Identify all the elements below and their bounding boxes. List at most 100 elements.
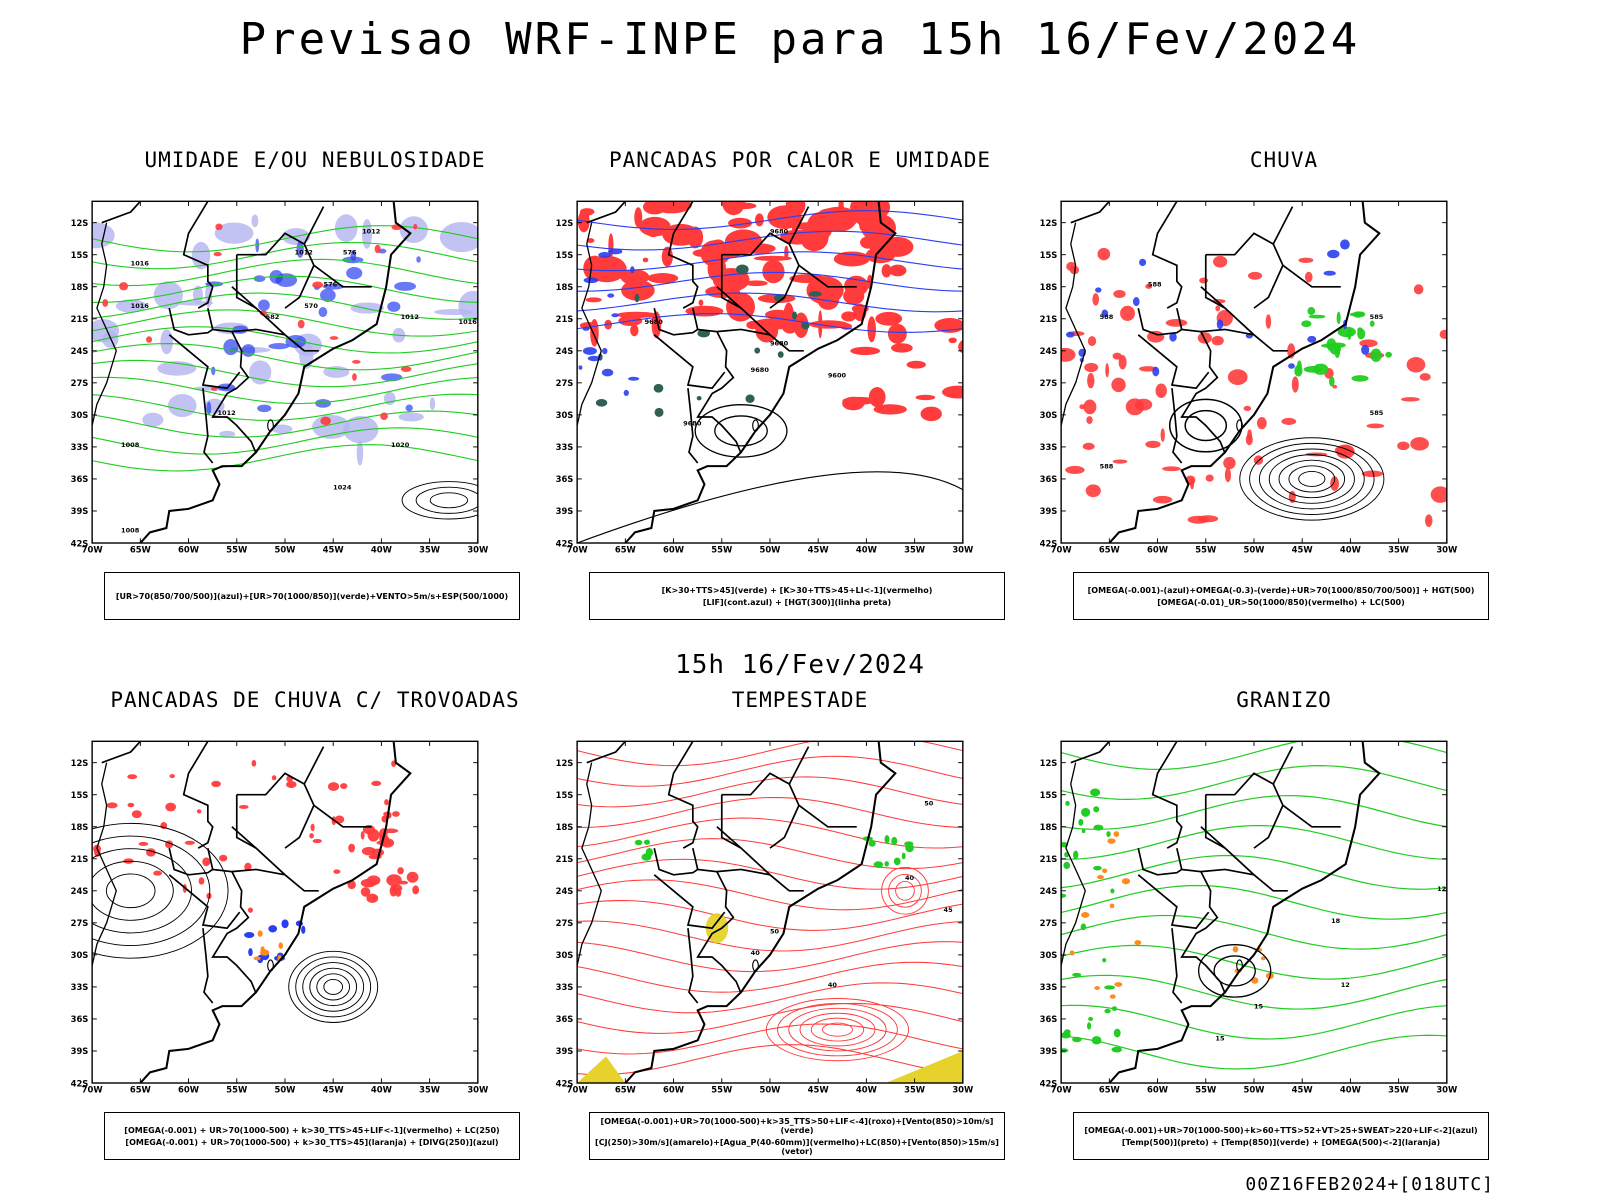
lon-tick-label: 65W xyxy=(1099,544,1121,554)
panel-title: CHUVA xyxy=(1249,148,1319,172)
panel-legend: [K>30+TTS>45](verde) + [K>30+TTS>45+LI<-… xyxy=(589,572,1005,620)
lat-tick-label: 33S xyxy=(1040,442,1058,452)
contour-label: 564 xyxy=(478,526,490,534)
lon-tick-label: 40W xyxy=(856,544,878,554)
lat-tick-label: 18S xyxy=(1040,822,1058,832)
contour-label: 588 xyxy=(1100,462,1114,470)
lat-tick-label: 12S xyxy=(1040,758,1058,768)
contour-label: 9600 xyxy=(828,371,847,379)
panel-legend: [OMEGA(-0.001)+UR>70(1000-500)+k>60+TTS>… xyxy=(1073,1112,1489,1160)
contour-label: 1012 xyxy=(295,249,313,257)
legend-line: [OMEGA(-0.001) + UR>70(1000-500) + k>30_… xyxy=(125,1137,499,1147)
lat-tick-label: 39S xyxy=(556,1046,574,1056)
lat-tick-label: 12S xyxy=(1040,218,1058,228)
contour-label: 1012 xyxy=(362,227,380,235)
lat-tick-label: 27S xyxy=(556,378,574,388)
map-panel-6: GRANIZO 12 15 18 12 15 12S 15S 18S 21S 24S 27S 30S 33… xyxy=(1040,688,1504,1168)
humidity-map: 1012 1012 1012 1016 1016 1016 1020 1024 1008 1008… xyxy=(71,200,490,554)
contour-label: 40 xyxy=(828,981,838,989)
lat-tick-label: 33S xyxy=(71,442,89,452)
heat-showers-map: 9680 9680 9680 9680 9600 9680 12S 15S 18S 21S 24S 2… xyxy=(556,200,974,554)
lat-tick-label: 18S xyxy=(556,822,574,832)
run-timestamp: 00Z16FEB2024+[018UTC] xyxy=(1245,1174,1494,1195)
lat-tick-label: 42S xyxy=(556,1078,574,1088)
lon-tick-label: 40W xyxy=(371,1084,393,1094)
lat-tick-label: 12S xyxy=(71,758,89,768)
lon-tick-label: 55W xyxy=(711,544,733,554)
storm-map: 50 40 45 40 50 40 12S 15S 18S 21S 24S 27S 30S 33S 36S 3… xyxy=(556,740,974,1094)
lon-tick-label: 45W xyxy=(808,1084,830,1094)
lon-tick-label: 35W xyxy=(1388,544,1410,554)
lon-tick-label: 55W xyxy=(226,1084,248,1094)
lat-tick-label: 15S xyxy=(556,250,574,260)
lon-tick-label: 35W xyxy=(904,544,926,554)
lat-tick-label: 36S xyxy=(1040,1014,1058,1024)
lat-tick-label: 39S xyxy=(71,506,89,516)
lon-tick-label: 70W xyxy=(1051,1084,1073,1094)
panel-legend: [OMEGA(-0.001) + UR>70(1000-500) + k>30_… xyxy=(104,1112,520,1160)
lat-tick-label: 24S xyxy=(556,346,574,356)
contour-label: 12 xyxy=(1341,981,1350,989)
contour-label: 9680 xyxy=(770,227,789,235)
contour-label: 9680 xyxy=(751,366,770,374)
lat-tick-label: 33S xyxy=(71,982,89,992)
lon-tick-label: 60W xyxy=(178,1084,200,1094)
page-subtitle: 15h 16/Fev/2024 xyxy=(675,650,925,680)
lon-tick-label: 45W xyxy=(323,1084,345,1094)
lat-tick-label: 24S xyxy=(71,886,89,896)
lat-tick-label: 24S xyxy=(71,346,89,356)
contour-label: 15 xyxy=(1254,1002,1264,1010)
lat-tick-label: 36S xyxy=(556,1014,574,1024)
contour-label: 1008 xyxy=(121,526,140,534)
lat-tick-label: 30S xyxy=(71,410,89,420)
lat-tick-label: 42S xyxy=(71,538,89,548)
lat-tick-label: 18S xyxy=(71,282,89,292)
lon-tick-label: 55W xyxy=(1195,544,1217,554)
lat-tick-label: 27S xyxy=(556,918,574,928)
lat-tick-label: 42S xyxy=(556,538,574,548)
lat-tick-label: 39S xyxy=(556,506,574,516)
lon-tick-label: 60W xyxy=(1147,1084,1169,1094)
lat-tick-label: 18S xyxy=(1040,282,1058,292)
legend-line: [Temp(500)](preto) + [Temp(850)](verde) … xyxy=(1121,1137,1441,1147)
lon-tick-label: 70W xyxy=(567,544,589,554)
legend-line: [UR>70(850/700/500)](azul)+[UR>70(1000/8… xyxy=(115,591,509,601)
contour-label: 1012 xyxy=(217,409,235,417)
panel-title: GRANIZO xyxy=(1236,688,1332,712)
legend-line: [K>30+TTS>45](verde) + [K>30+TTS>45+LI<-… xyxy=(661,585,933,595)
lat-tick-label: 36S xyxy=(556,474,574,484)
lat-tick-label: 42S xyxy=(1040,1078,1058,1088)
lon-tick-label: 30W xyxy=(1436,544,1458,554)
lon-tick-label: 45W xyxy=(808,544,830,554)
lat-tick-label: 21S xyxy=(71,314,89,324)
contour-label: 582 xyxy=(266,313,280,321)
lat-tick-label: 42S xyxy=(1040,538,1058,548)
lat-tick-label: 36S xyxy=(71,474,89,484)
rain-map: 588 588 585 585 588 12S 15S 18S 21S 24S 27S 30S 33S 3… xyxy=(1040,200,1458,554)
panel-legend: [UR>70(850/700/500)](azul)+[UR>70(1000/8… xyxy=(104,572,520,620)
lat-tick-label: 21S xyxy=(1040,314,1058,324)
lat-tick-label: 24S xyxy=(1040,346,1058,356)
lon-tick-label: 35W xyxy=(419,1084,441,1094)
lon-tick-label: 50W xyxy=(1243,544,1265,554)
contour-label: 1008 xyxy=(121,441,140,449)
contour-label: 9680 xyxy=(683,420,702,428)
lat-tick-label: 15S xyxy=(71,790,89,800)
lat-tick-label: 12S xyxy=(556,218,574,228)
contour-label: 9680 xyxy=(770,339,789,347)
contour-label: 50 xyxy=(924,799,934,807)
lat-tick-label: 21S xyxy=(556,854,574,864)
contour-label: 1016 xyxy=(459,318,478,326)
lon-tick-label: 70W xyxy=(82,544,104,554)
lat-tick-label: 30S xyxy=(556,950,574,960)
lon-tick-label: 65W xyxy=(615,1084,637,1094)
lon-tick-label: 65W xyxy=(130,1084,152,1094)
lon-tick-label: 40W xyxy=(856,1084,878,1094)
contour-label: 40 xyxy=(751,949,761,957)
lat-tick-label: 18S xyxy=(71,822,89,832)
lat-tick-label: 27S xyxy=(71,918,89,928)
lat-tick-label: 21S xyxy=(1040,854,1058,864)
lon-tick-label: 60W xyxy=(663,544,685,554)
contour-label: 1024 xyxy=(333,484,352,492)
